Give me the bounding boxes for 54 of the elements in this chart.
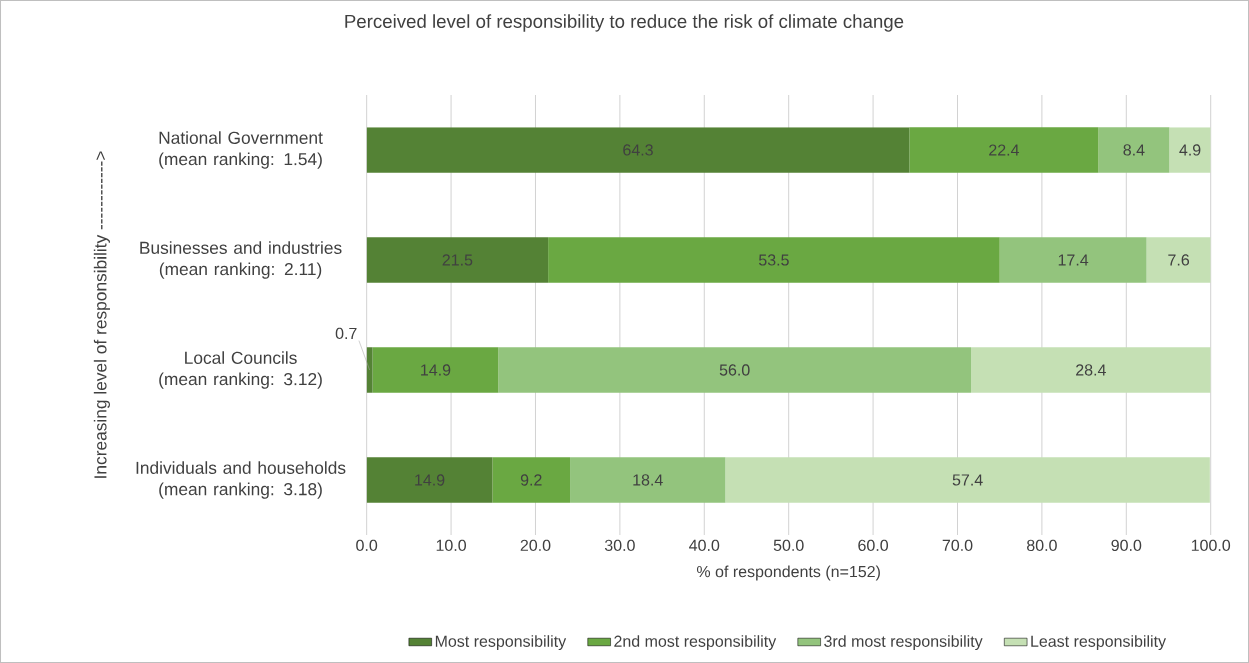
data-label: 28.4 xyxy=(1076,364,1106,376)
y-tick-label: National Government (mean ranking: 1.54) xyxy=(159,131,323,169)
legend-label: 2nd most responsibility xyxy=(614,635,777,651)
data-label: 22.4 xyxy=(989,144,1020,156)
bar xyxy=(1169,127,1211,173)
bar xyxy=(1098,127,1170,173)
data-label: 14.9 xyxy=(415,474,445,486)
chart-title: Perceived level of responsibility to reduce the risk of climate change xyxy=(345,14,904,32)
data-label: 57.4 xyxy=(952,474,983,486)
y-tick-label: Local Councils (mean ranking: 3.12) xyxy=(159,351,322,389)
y-tick-label: Businesses and industries (mean ranking: 2.11) xyxy=(140,241,342,279)
x-tick-label: 60.0 xyxy=(858,539,889,552)
data-label: 18.4 xyxy=(633,474,663,486)
x-tick-label: 30.0 xyxy=(604,539,635,552)
bar xyxy=(372,347,499,393)
bar xyxy=(498,347,971,393)
x-tick-label: 10.0 xyxy=(436,539,467,552)
x-tick-label: 70.0 xyxy=(942,539,973,552)
bar xyxy=(548,237,1000,283)
bar xyxy=(999,237,1147,283)
data-label: 21.5 xyxy=(442,254,473,266)
bar xyxy=(366,127,910,173)
x-tick-label: 20.0 xyxy=(520,539,551,552)
x-tick-label: 90.0 xyxy=(1111,539,1142,552)
legend-label: Least responsibility xyxy=(1031,635,1166,651)
bar xyxy=(725,457,1210,503)
x-tick-label: 100.0 xyxy=(1191,539,1231,552)
bar xyxy=(1146,237,1211,283)
x-tick-label: 40.0 xyxy=(689,539,720,552)
data-label: 8.4 xyxy=(1123,144,1145,156)
data-label: 14.9 xyxy=(421,364,451,376)
y-axis-title: Increasing level of responsibility ------------> xyxy=(93,151,110,478)
data-label: 9.2 xyxy=(520,474,542,486)
bar xyxy=(366,457,493,503)
legend-label: 3rd most responsibility xyxy=(824,635,983,651)
data-label: 17.4 xyxy=(1058,254,1089,266)
data-label: 53.5 xyxy=(758,254,789,266)
legend-label: Most responsibility xyxy=(435,635,567,651)
bar xyxy=(492,457,571,503)
x-axis-title: % of respondents (n=152) xyxy=(696,565,880,581)
bar xyxy=(366,237,549,283)
data-label: 0.7 xyxy=(335,327,357,340)
data-label: 4.9 xyxy=(1179,144,1201,156)
bar xyxy=(909,127,1099,173)
data-label: 56.0 xyxy=(719,364,750,376)
data-label: 64.3 xyxy=(623,144,653,156)
x-tick-label: 80.0 xyxy=(1027,539,1057,552)
bar xyxy=(971,347,1211,393)
y-tick-label: Individuals and households (mean ranking: 3.18) xyxy=(136,461,346,499)
bar xyxy=(366,347,373,393)
x-tick-label: 0.0 xyxy=(356,539,378,552)
bar xyxy=(570,457,726,503)
x-tick-label: 50.0 xyxy=(773,539,804,552)
data-label: 7.6 xyxy=(1168,254,1190,266)
